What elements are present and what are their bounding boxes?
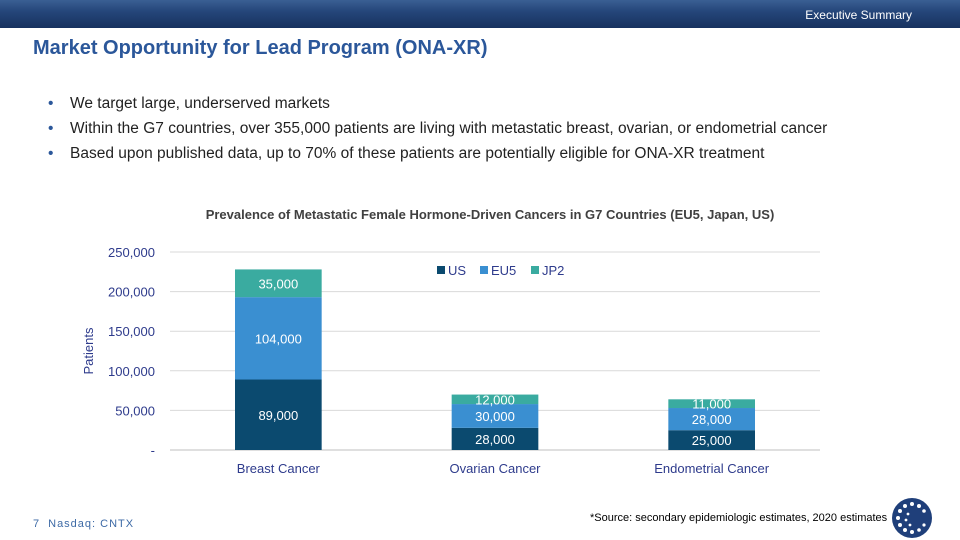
data-label: 25,000 [692,433,732,448]
y-axis-label: Patients [81,327,96,374]
data-label: 30,000 [475,409,515,424]
bar-segment-eu5 [668,408,755,431]
data-label: 28,000 [475,432,515,447]
company-logo [892,498,932,538]
bullet-item: • We target large, underserved markets [48,94,827,114]
footer: 7 Nasdaq: CNTX [33,518,134,530]
bar-segment-jp2 [668,399,755,409]
bar-segment-us [235,379,322,450]
data-label: 35,000 [258,276,298,291]
legend-label: JP2 [542,263,564,278]
legend-swatch-eu5 [480,266,488,274]
data-label: 89,000 [258,408,298,423]
bullet-text: Within the G7 countries, over 355,000 pa… [70,120,828,137]
bar-segment-eu5 [235,297,322,380]
bullet-dot: • [48,120,54,137]
y-tick-label: 200,000 [108,285,155,300]
x-tick-label: Breast Cancer [237,461,321,476]
page-number: 7 [33,518,41,530]
data-label: 11,000 [692,397,731,412]
bar-segment-jp2 [451,394,539,405]
legend-label: EU5 [491,263,516,278]
bullet-item: • Based upon published data, up to 70% of… [48,144,827,164]
bar-segment-us [451,427,539,450]
data-label: 104,000 [255,331,302,346]
legend-swatch-us [437,266,445,274]
ticker-label: Nasdaq: CNTX [48,518,135,530]
legend-label: US [448,263,466,278]
y-tick-label: - [151,443,155,458]
chart-title: Prevalence of Metastatic Female Hormone-… [205,207,775,222]
section-label: Executive Summary [805,8,912,22]
data-label: 28,000 [692,412,732,427]
page-title: Market Opportunity for Lead Program (ONA… [33,37,488,59]
y-tick-label: 250,000 [108,245,155,260]
legend-swatch-jp2 [531,266,539,274]
bullet-item: • Within the G7 countries, over 355,000 p… [48,119,827,139]
y-tick-label: 100,000 [108,364,155,379]
x-tick-label: Ovarian Cancer [449,461,541,476]
data-label: 12,000 [475,392,515,407]
y-tick-label: 150,000 [108,324,155,339]
bullet-list: • We target large, underserved markets • W… [48,94,827,169]
bar-segment-jp2 [235,269,322,298]
y-tick-label: 50,000 [115,403,155,418]
source-note: *Source: secondary epidemiologic estimat… [590,512,888,524]
bullet-text: Based upon published data, up to 70% of … [70,145,765,162]
bar-segment-eu5 [451,404,539,428]
x-tick-label: Endometrial Cancer [654,461,770,476]
bullet-dot: • [48,145,54,162]
bullet-text: We target large, underserved markets [70,95,330,112]
top-banner: Executive Summary [0,0,960,28]
bar-segment-us [668,430,755,450]
bullet-dot: • [48,95,54,112]
